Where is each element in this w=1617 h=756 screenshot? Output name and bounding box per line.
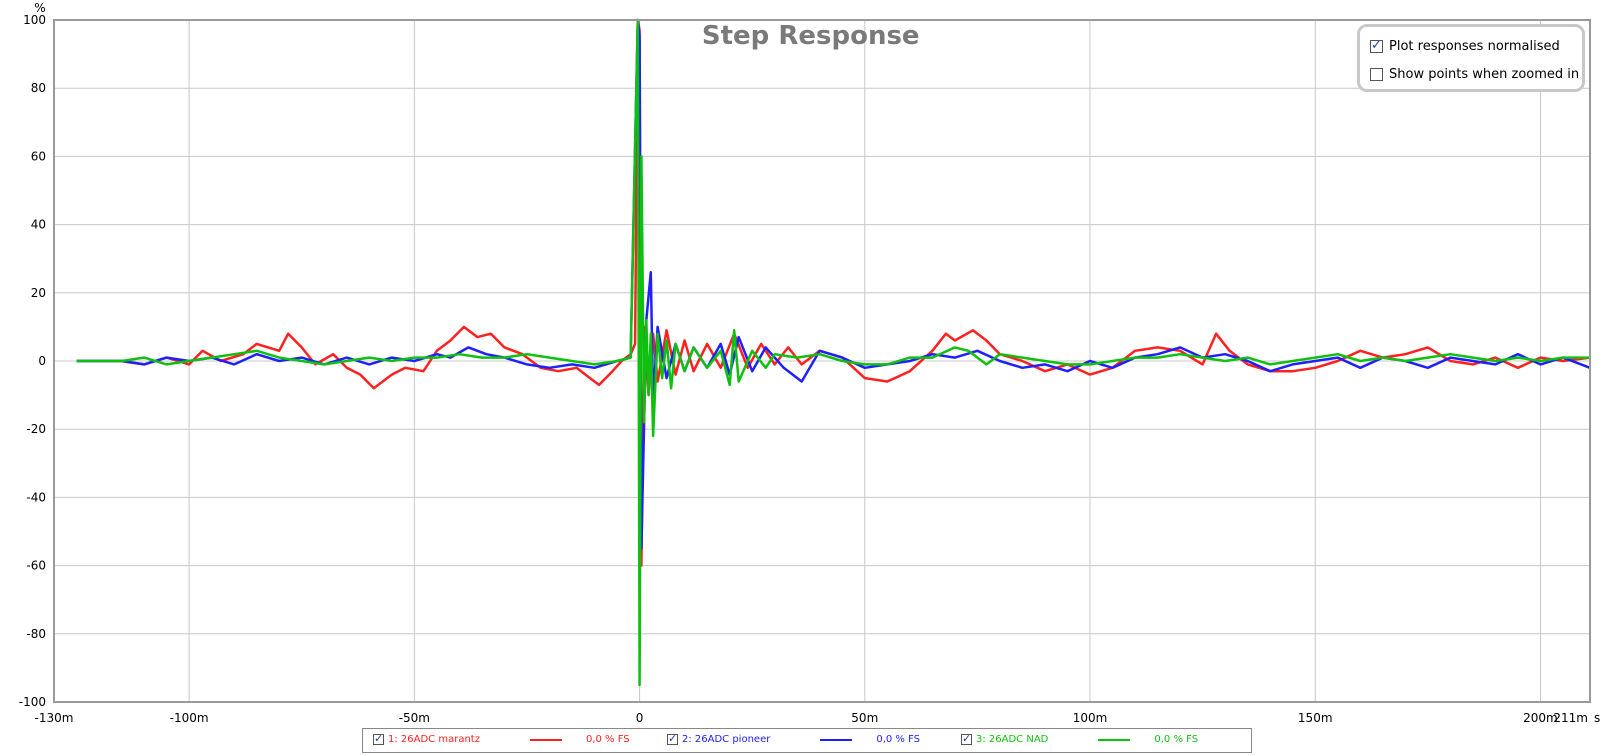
y-tick-label: 60 [31, 149, 46, 163]
legend-series-1-swatch [529, 738, 562, 741]
series-layer [76, 18, 1591, 687]
series-line-3 [76, 18, 1590, 687]
normalised-option[interactable]: Plot responses normalised [1370, 37, 1560, 55]
show-points-label: Show points when zoomed in [1389, 66, 1580, 82]
legend-item-series-3[interactable]: 3: 26ADC NAD 0,0 % FS [961, 732, 1199, 745]
series-line-2 [76, 18, 1591, 550]
x-tick-label: 50m [851, 711, 878, 725]
chart-title: Step Response [702, 21, 920, 51]
legend-series-3-swatch [1098, 738, 1131, 741]
legend-item-series-1[interactable]: 1: 26ADC marantz 0,0 % FS [373, 732, 630, 745]
series-1-checkbox[interactable] [373, 732, 384, 745]
x-tick-label: 100m [1073, 711, 1108, 725]
legend-series-1-name: 1: 26ADC marantz [388, 734, 480, 745]
normalised-label: Plot responses normalised [1389, 38, 1560, 54]
plot-frame [53, 19, 1591, 703]
x-axis-unit: s [1594, 711, 1600, 725]
show-points-checkbox[interactable] [1370, 67, 1383, 81]
series-2-checkbox[interactable] [667, 732, 678, 745]
y-tick-label: 80 [31, 81, 46, 95]
legend-series-3-name: 3: 26ADC NAD [976, 734, 1049, 745]
normalised-checkbox[interactable] [1370, 38, 1383, 53]
y-tick-label: -40 [26, 490, 46, 504]
y-tick-label: 40 [31, 218, 46, 232]
x-tick-label: -130m [35, 711, 74, 725]
y-axis-unit: % [34, 1, 45, 15]
legend-series-3-value: 0,0 % FS [1154, 734, 1199, 745]
y-axis: 100 80 60 40 20 0 -20 -40 -60 -80 -100 [19, 13, 46, 709]
legend-series-1-value: 0,0 % FS [585, 734, 630, 745]
x-tick-label: 200m [1523, 711, 1558, 725]
legend-series-2-swatch [820, 738, 853, 741]
y-tick-label: -60 [26, 559, 46, 573]
x-tick-label: -50m [399, 711, 430, 725]
y-tick-label: -100 [19, 695, 46, 709]
y-tick-label: 20 [31, 286, 46, 300]
x-tick-label: 211m [1553, 711, 1588, 725]
legend-series-2-name: 2: 26ADC pioneer [682, 734, 771, 745]
legend-series-2-value: 0,0 % FS [876, 734, 921, 745]
x-tick-label: 0 [636, 711, 644, 725]
y-tick-label: -80 [26, 627, 46, 641]
legend: 1: 26ADC marantz 0,0 % FS 2: 26ADC pione… [362, 728, 1252, 753]
show-points-option[interactable]: Show points when zoomed in [1370, 65, 1579, 83]
plot-options-panel: Plot responses normalised Show points wh… [1357, 24, 1585, 92]
y-tick-label: 0 [38, 354, 46, 368]
x-tick-label: 150m [1298, 711, 1333, 725]
legend-item-series-2[interactable]: 2: 26ADC pioneer 0,0 % FS [667, 732, 921, 745]
series-3-checkbox[interactable] [961, 732, 972, 745]
x-tick-label: -100m [170, 711, 209, 725]
y-tick-label: 100 [23, 13, 46, 27]
y-tick-label: -20 [26, 422, 46, 436]
